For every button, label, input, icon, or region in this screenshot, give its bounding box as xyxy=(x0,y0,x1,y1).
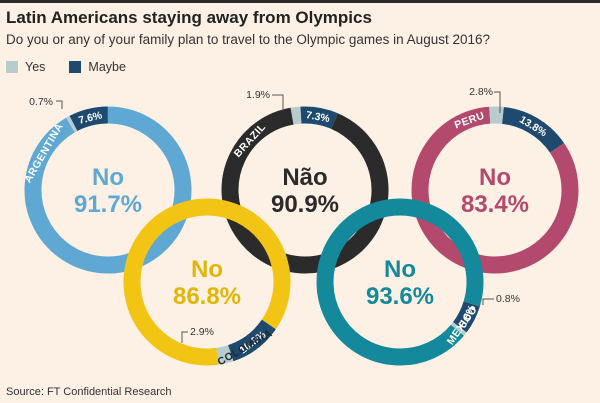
legend-swatch-yes xyxy=(6,61,18,73)
legend-swatch-maybe xyxy=(69,61,82,73)
chart-subtitle: Do you or any of your family plan to tra… xyxy=(6,32,491,47)
legend-item-maybe: Maybe xyxy=(69,60,126,74)
legend-label-yes: Yes xyxy=(25,60,46,74)
source-note: Source: FT Confidential Research xyxy=(6,386,172,398)
ring-argentina-no-value: 91.7% xyxy=(74,191,142,218)
legend: Yes Maybe xyxy=(6,60,150,74)
ring-argentina-no-word: No xyxy=(92,164,124,191)
ring-mexico-yes-leader xyxy=(482,298,494,305)
ring-colombia-yes-leader xyxy=(181,331,188,343)
ring-mexico-no-word: No xyxy=(384,256,416,283)
ring-brazil-maybe-segment xyxy=(300,106,338,129)
ring-argentina-country-label: ARGENTINA xyxy=(22,121,66,185)
ring-peru-no-word: No xyxy=(479,164,511,191)
ring-colombia-no-segment xyxy=(123,198,291,366)
ring-brazil-yes-label: 1.9% xyxy=(246,89,270,101)
ring-mexico-yes-segment xyxy=(450,322,467,336)
ring-peru-maybe-segment xyxy=(501,106,565,153)
ring-brazil-country-label: BRAZIL xyxy=(232,121,269,160)
ring-colombia-yes-segment xyxy=(216,345,234,365)
ring-argentina-yes-leader xyxy=(56,100,63,109)
ring-mexico-yes-label: 0.8% xyxy=(496,293,520,305)
ring-argentina-maybe-segment xyxy=(69,106,109,132)
ring-mexico-maybe-segment xyxy=(452,301,480,333)
ring-peru-yes-leader xyxy=(494,91,501,113)
ring-brazil-yes-segment xyxy=(290,106,302,125)
ring-argentina-yes-label: 0.7% xyxy=(29,96,53,108)
ring-brazil-yes-leader xyxy=(272,94,284,111)
ring-mexico-no-segment xyxy=(316,198,484,366)
ring-brazil-no-value: 90.9% xyxy=(271,191,339,218)
legend-label-maybe: Maybe xyxy=(88,60,126,74)
ring-colombia-yes-label: 2.9% xyxy=(190,326,214,338)
ring-brazil-maybe-label: 7.3% xyxy=(305,109,331,125)
chart-title: Latin Americans staying away from Olympi… xyxy=(6,8,372,27)
ring-peru-no-value: 83.4% xyxy=(461,191,529,218)
ring-brazil-no-segment xyxy=(221,107,389,274)
ring-colombia-no-value: 86.8% xyxy=(173,283,241,310)
ring-peru-yes-label: 2.8% xyxy=(469,86,493,98)
ring-mexico-no-value: 93.6% xyxy=(366,283,434,310)
ring-colombia-no-word: No xyxy=(191,256,223,283)
top-rule xyxy=(0,0,600,3)
ring-brazil-no-word: Não xyxy=(282,164,327,191)
ring-colombia-maybe-segment xyxy=(227,319,276,362)
legend-item-yes: Yes xyxy=(6,60,45,74)
ring-argentina-maybe-label: 7.6% xyxy=(77,109,104,127)
ring-argentina-yes-segment xyxy=(66,115,78,133)
